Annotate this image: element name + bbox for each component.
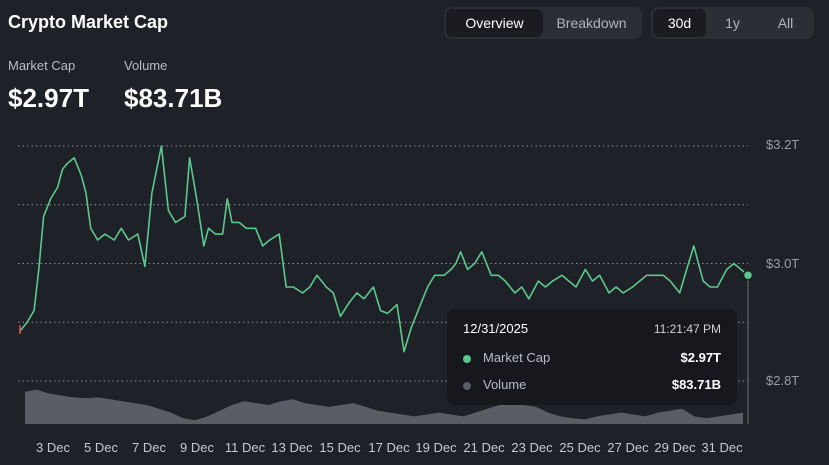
x-tick-label: 7 Dec bbox=[132, 440, 166, 455]
x-tick-label: 3 Dec bbox=[36, 440, 70, 455]
tooltip-market-cap-value: $2.97T bbox=[680, 350, 721, 365]
view-tab-group: Overview Breakdown bbox=[444, 7, 642, 39]
market-cap-line bbox=[19, 145, 749, 353]
x-tick-label: 5 Dec bbox=[84, 440, 118, 455]
range-tab-1y[interactable]: 1y bbox=[725, 15, 740, 31]
x-tick-label: 13 Dec bbox=[271, 440, 313, 455]
y-tick-label: $3.0T bbox=[766, 256, 800, 271]
x-tick-label: 27 Dec bbox=[607, 440, 649, 455]
tooltip-volume-value: $83.71B bbox=[671, 377, 721, 392]
x-tick-label: 29 Dec bbox=[654, 440, 696, 455]
x-tick-label: 19 Dec bbox=[415, 440, 457, 455]
x-tick-label: 11 Dec bbox=[224, 440, 266, 455]
chart-tooltip: 12/31/2025 11:21:47 PM Market Cap $2.97T… bbox=[447, 309, 737, 405]
market-cap-legend-dot bbox=[463, 354, 471, 363]
market-cap-value: $2.97T bbox=[8, 83, 89, 113]
x-tick-label: 31 Dec bbox=[701, 440, 743, 455]
tooltip-volume-label: Volume bbox=[483, 377, 527, 392]
x-tick-label: 21 Dec bbox=[463, 440, 505, 455]
market-cap-label: Market Cap bbox=[8, 58, 76, 73]
x-tick-label: 23 Dec bbox=[511, 440, 553, 455]
range-tab-30d[interactable]: 30d bbox=[653, 9, 706, 37]
x-tick-label: 15 Dec bbox=[319, 440, 361, 455]
market-cap-stat: Market Cap $2.97T bbox=[8, 58, 89, 114]
page-title: Crypto Market Cap bbox=[8, 12, 169, 32]
volume-label: Volume bbox=[124, 58, 168, 73]
tooltip-time: 11:21:47 PM bbox=[653, 321, 721, 336]
range-tab-all[interactable]: All bbox=[777, 15, 794, 31]
x-tick-label: 17 Dec bbox=[368, 440, 410, 455]
volume-stat: Volume $83.71B bbox=[124, 58, 222, 114]
tooltip-date: 12/31/2025 bbox=[463, 321, 529, 336]
y-tick-label: $2.8T bbox=[766, 373, 800, 388]
x-tick-label: 9 Dec bbox=[180, 440, 214, 455]
volume-value: $83.71B bbox=[124, 83, 223, 113]
range-tab-group: 30d 1y All bbox=[651, 7, 814, 39]
volume-legend-dot bbox=[463, 381, 471, 390]
tooltip-market-cap-label: Market Cap bbox=[483, 350, 551, 365]
x-tick-label: 25 Dec bbox=[559, 440, 601, 455]
hover-point bbox=[742, 270, 754, 281]
volume-area bbox=[25, 389, 743, 424]
y-tick-label: $3.2T bbox=[766, 137, 800, 152]
tab-breakdown[interactable]: Breakdown bbox=[556, 15, 627, 31]
tab-overview[interactable]: Overview bbox=[446, 9, 543, 37]
